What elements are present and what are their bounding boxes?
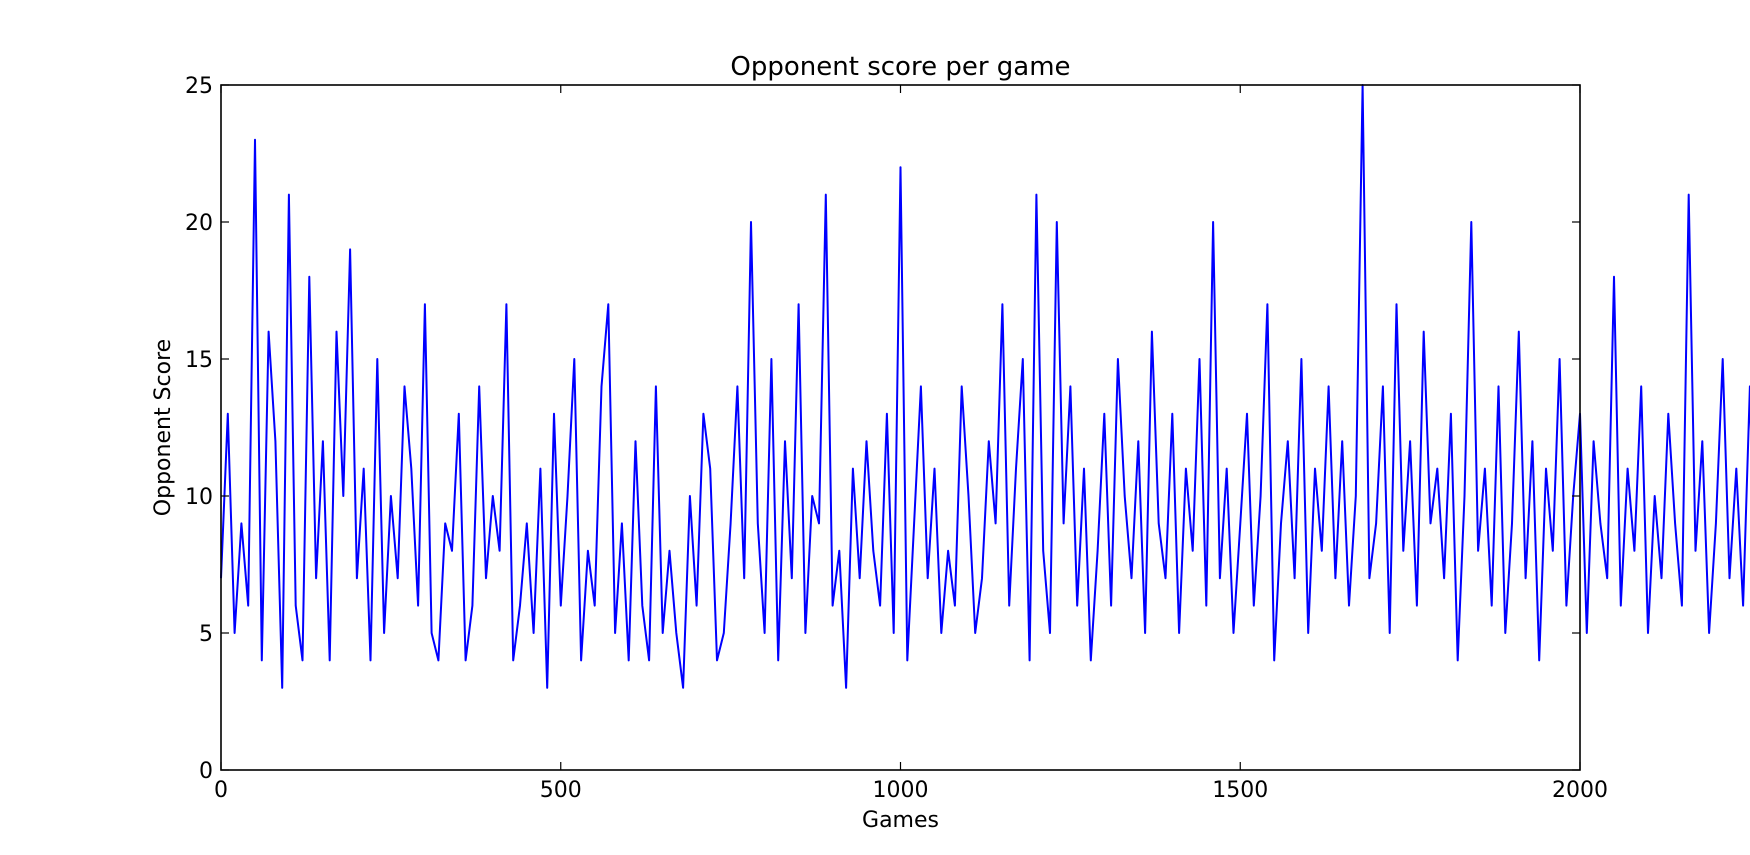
- y-tick-label-10: 10: [185, 485, 213, 510]
- y-axis-label: Opponent Score: [151, 339, 176, 516]
- y-tick-label-25: 25: [185, 74, 213, 99]
- x-axis-label: Games: [862, 808, 939, 833]
- y-tick-label-0: 0: [199, 759, 213, 784]
- x-tick-label-0: 0: [214, 778, 228, 803]
- x-tick-label-2000: 2000: [1552, 778, 1608, 803]
- plot-frame: [220, 84, 1581, 771]
- y-tick-label-20: 20: [185, 211, 213, 236]
- x-tick-label-1500: 1500: [1212, 778, 1268, 803]
- x-tick-label-500: 500: [540, 778, 582, 803]
- ticks-layer: 0 500 1000 1500 2000 0 5 10 15 20 25: [185, 74, 1608, 803]
- chart-title: Opponent score per game: [730, 52, 1070, 82]
- series-layer: [220, 84, 1750, 689]
- series-line-0: [220, 84, 1750, 689]
- y-tick-label-15: 15: [185, 348, 213, 373]
- x-tick-label-1000: 1000: [873, 778, 929, 803]
- y-tick-label-5: 5: [199, 622, 213, 647]
